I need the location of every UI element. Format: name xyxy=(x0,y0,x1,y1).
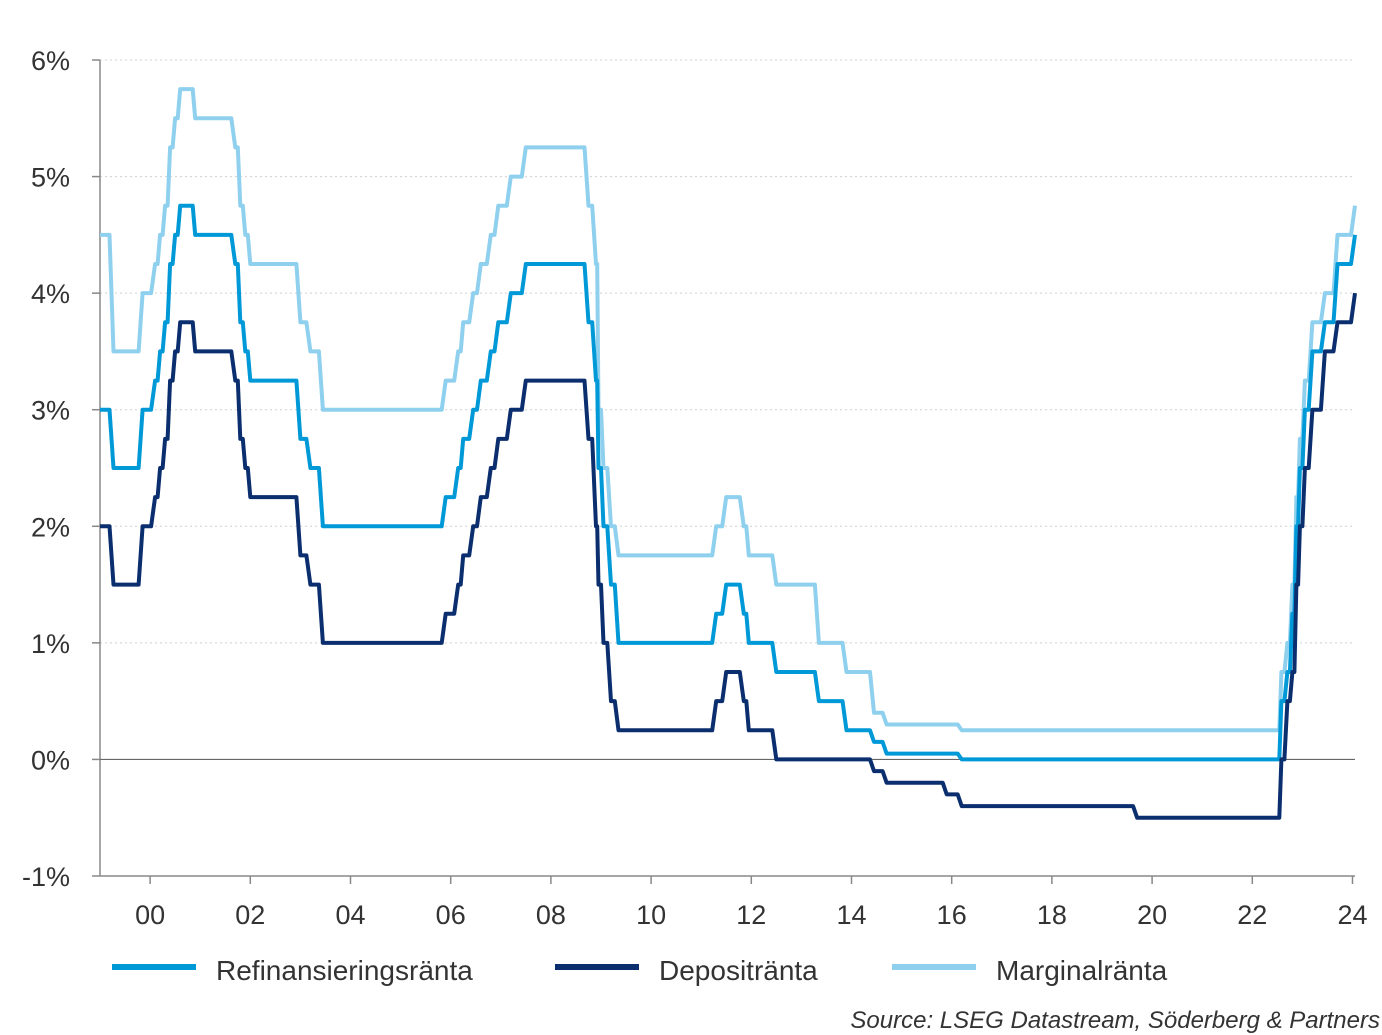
y-tick-label: 1% xyxy=(31,629,70,659)
y-tick-label: 3% xyxy=(31,396,70,426)
x-tick-label: 12 xyxy=(736,900,766,930)
series-line-1 xyxy=(100,292,1357,820)
y-tick-label: 4% xyxy=(31,279,70,309)
x-tick-label: 24 xyxy=(1337,900,1367,930)
axes xyxy=(99,60,1355,877)
y-tick-label: 2% xyxy=(31,512,70,542)
x-axis-ticks: 00 02 04 06 08 10 12 14 16 18 20 22 24 xyxy=(135,876,1368,930)
x-tick-label: 00 xyxy=(135,900,165,930)
x-tick-label: 08 xyxy=(536,900,566,930)
legend-label: Marginalränta xyxy=(996,955,1168,986)
y-tick-label: -1% xyxy=(22,862,70,892)
y-tick-label: 0% xyxy=(31,745,70,775)
series-lines xyxy=(100,87,1357,820)
y-tick-label: 5% xyxy=(31,163,70,193)
legend: Refinansieringsränta Depositränta Marginal… xyxy=(112,955,1168,986)
x-tick-label: 14 xyxy=(836,900,866,930)
series-line-2 xyxy=(100,87,1357,733)
y-axis-ticks: -1% 0% 1% 2% 3% 4% 5% 6% xyxy=(22,46,100,892)
x-tick-label: 04 xyxy=(335,900,365,930)
series-line-0 xyxy=(100,203,1357,762)
legend-label: Refinansieringsränta xyxy=(216,955,473,986)
x-tick-label: 02 xyxy=(235,900,265,930)
source-note: Source: LSEG Datastream, Söderberg & Par… xyxy=(850,1007,1380,1034)
x-tick-label: 20 xyxy=(1137,900,1167,930)
gridlines xyxy=(100,59,1355,644)
x-tick-label: 16 xyxy=(937,900,967,930)
x-tick-label: 10 xyxy=(636,900,666,930)
x-tick-label: 06 xyxy=(436,900,466,930)
legend-label: Depositränta xyxy=(659,955,818,986)
y-tick-label: 6% xyxy=(31,46,70,76)
x-tick-label: 18 xyxy=(1037,900,1067,930)
x-tick-label: 22 xyxy=(1237,900,1267,930)
